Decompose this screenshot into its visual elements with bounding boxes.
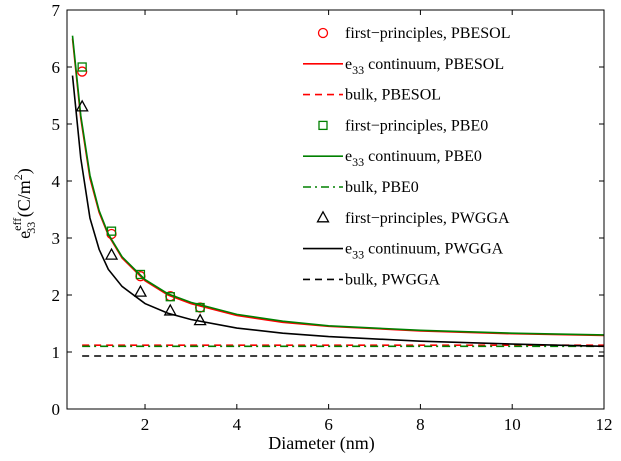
x-tick-label: 4 [233, 415, 242, 434]
x-axis-label: Diameter (nm) [268, 433, 374, 454]
data-point [193, 313, 207, 326]
legend-item: first−principles, PBESOL [317, 25, 510, 42]
legend-label: bulk, PWGGA [345, 271, 441, 288]
series-4 [71, 35, 605, 336]
legend-label-part: first−principles, PWGGA [345, 210, 510, 227]
legend-label: e33 continuum, PWGGA [345, 241, 504, 262]
y-tick-label: 1 [52, 343, 61, 362]
y-axis-label-part: (C/m [14, 180, 35, 222]
data-point [133, 284, 148, 297]
legend-label: bulk, PBE0 [345, 179, 419, 196]
legend-label-part: bulk, PBE0 [345, 179, 419, 196]
series-line [71, 35, 605, 336]
legend-marker [316, 210, 330, 223]
legend-label-sub: 33 [352, 155, 364, 169]
x-tick-label: 10 [504, 415, 521, 434]
series-3 [77, 62, 205, 313]
y-tick-label: 7 [52, 1, 61, 20]
legend-label-part: continuum, PWGGA [364, 241, 504, 258]
data-point [195, 302, 205, 313]
x-tick-label: 6 [324, 415, 333, 434]
x-tick-label: 2 [141, 415, 150, 434]
y-axis-label-part: e [14, 231, 34, 239]
legend-label-part: bulk, PBESOL [345, 87, 441, 104]
legend-marker [318, 120, 328, 131]
y-axis-label-part: ) [14, 168, 35, 174]
series-1 [71, 38, 605, 337]
legend-label-sub: 33 [352, 63, 364, 77]
data-point [77, 62, 87, 72]
legend-item: first−principles, PWGGA [316, 210, 510, 227]
legend-label: e33 continuum, PBESOL [345, 56, 504, 77]
y-axis-label-part: eff [10, 218, 24, 231]
series-line [71, 75, 605, 348]
data-point [75, 99, 89, 112]
legend-label-part: e [345, 241, 352, 258]
y-axis-label-part: 2 [11, 174, 25, 180]
data-point [104, 247, 119, 260]
y-tick-label: 2 [52, 286, 61, 305]
series-6 [75, 99, 207, 326]
plot-frame [66, 9, 605, 410]
legend-label-part: continuum, PBE0 [364, 148, 482, 165]
legend-label-part: bulk, PWGGA [345, 271, 441, 288]
y-tick-label: 3 [52, 229, 61, 248]
plot-marks [71, 35, 605, 357]
legend-label-part: e [345, 56, 352, 73]
data-point [135, 269, 146, 280]
legend-label-part: first−principles, PBE0 [345, 117, 488, 134]
legend-item: first−principles, PBE0 [318, 117, 488, 134]
y-tick-label: 4 [52, 172, 61, 191]
legend-label-sub: 33 [352, 248, 364, 262]
legend-label: e33 continuum, PBE0 [345, 148, 482, 169]
x-tick-label: 8 [416, 415, 425, 434]
y-tick-label: 5 [52, 115, 61, 134]
data-point [163, 303, 177, 316]
legend-label: first−principles, PBE0 [345, 117, 488, 134]
legend-label: bulk, PBESOL [345, 87, 441, 104]
series-7 [71, 75, 605, 348]
legend-label-part: continuum, PBESOL [364, 56, 504, 73]
y-tick-label: 6 [52, 58, 61, 77]
legend-label-part: first−principles, PBESOL [345, 25, 510, 42]
y-tick-label: 0 [52, 400, 61, 419]
legend-item: bulk, PBESOL [303, 87, 441, 104]
legend-label: first−principles, PBESOL [345, 25, 510, 42]
legend-marker [317, 27, 329, 39]
series-line [71, 38, 605, 337]
legend-item: bulk, PWGGA [303, 271, 441, 288]
legend-item: bulk, PBE0 [303, 179, 419, 196]
y-axis-label-part: 33 [24, 222, 38, 234]
legend-item: e33 continuum, PWGGA [303, 241, 504, 262]
legend-item: e33 continuum, PBE0 [303, 148, 482, 169]
x-tick-label: 12 [596, 415, 613, 434]
legend-label: first−principles, PWGGA [345, 210, 510, 227]
y-axis-label: eeff33 (C/m2) [10, 168, 38, 239]
legend-item: e33 continuum, PBESOL [303, 56, 504, 77]
legend-label-part: e [345, 148, 352, 165]
